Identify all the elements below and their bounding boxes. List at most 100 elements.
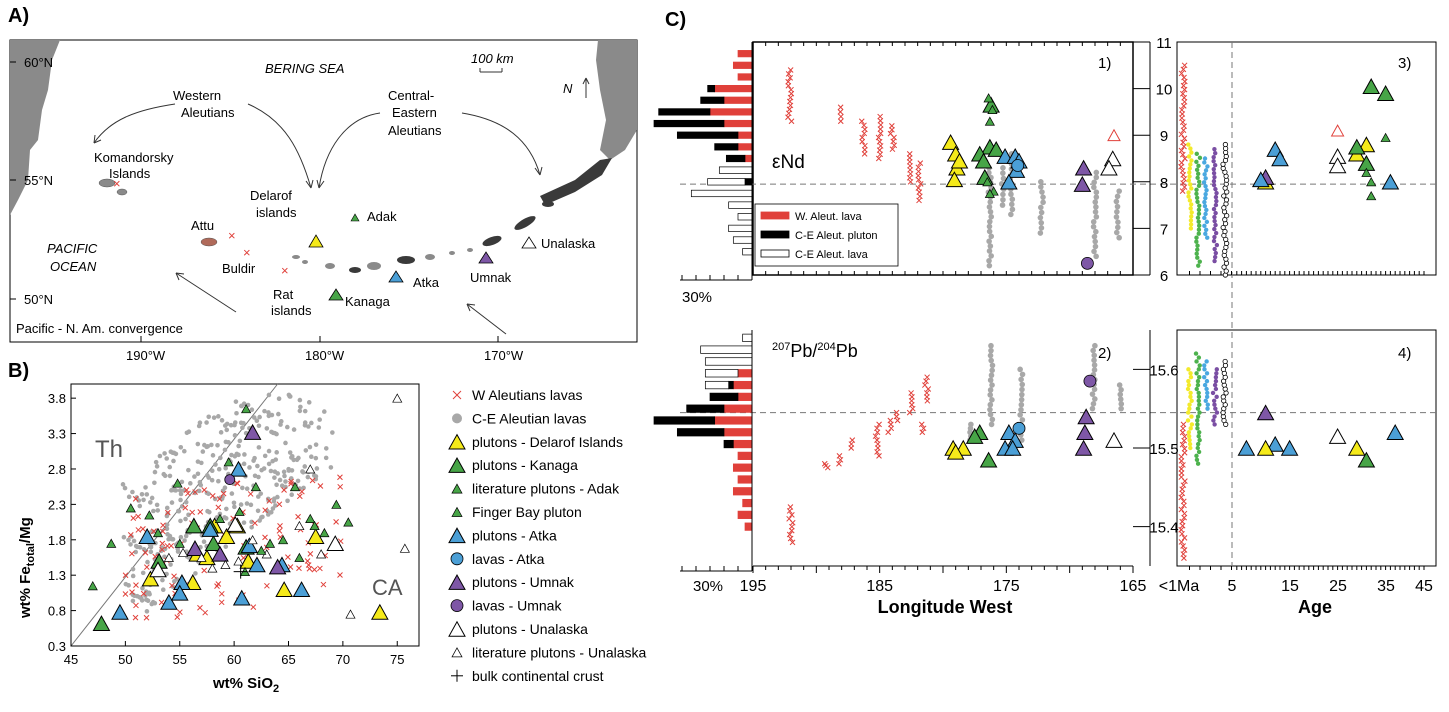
age-point <box>1205 164 1210 169</box>
ce-lava-point <box>988 421 995 428</box>
age-point <box>1196 179 1202 184</box>
ce-lava-point <box>251 415 257 420</box>
age-point <box>1188 182 1193 187</box>
unalaska-island <box>514 216 536 230</box>
region-label: Aleutians <box>388 123 442 138</box>
w-lava-point <box>785 71 792 77</box>
sample-triangle <box>983 93 994 103</box>
legend-c-label: C-E Aleut. lava <box>795 249 869 261</box>
ce-lava-point <box>328 465 334 470</box>
ce-lava-point <box>200 449 206 454</box>
w-lava-point <box>889 146 896 153</box>
hist-bar <box>723 119 753 128</box>
age-point <box>1204 371 1210 376</box>
x-tick-label: 55 <box>173 652 187 667</box>
hist-bar <box>704 380 730 390</box>
sample-triangle <box>172 478 183 488</box>
sample-triangle <box>152 527 164 538</box>
island <box>449 251 455 255</box>
age-point <box>1196 227 1202 232</box>
region-label: Eastern <box>392 105 437 120</box>
w-lava-point <box>1178 147 1185 154</box>
ce-lava-point <box>1038 209 1045 216</box>
place-label: Rat <box>273 287 294 302</box>
w-lava-point <box>337 474 343 481</box>
ce-lava-point <box>248 502 254 508</box>
ce-lava-point <box>274 450 279 455</box>
pb-ylabel: 207Pb/204Pb <box>772 341 858 361</box>
legend-item: plutons - Atka <box>448 527 557 543</box>
w-lava-point <box>877 113 884 120</box>
age-point <box>1187 174 1192 179</box>
ce-lava-point <box>1000 191 1006 198</box>
age-point <box>1203 191 1208 197</box>
age-point <box>1189 150 1194 155</box>
ce-lava-point <box>987 199 994 205</box>
hist-bar <box>653 119 725 128</box>
legend-label: plutons - Umnak <box>472 574 575 590</box>
ce-lava-point <box>986 223 993 230</box>
ce-lava-point <box>294 457 300 463</box>
age-point <box>1202 160 1207 165</box>
sample-triangle <box>1251 171 1270 188</box>
age-point <box>1194 453 1199 459</box>
w-lava-point <box>296 565 302 572</box>
ce-lava-point <box>1017 412 1023 418</box>
legend-item: plutons - Kanaga <box>448 456 578 473</box>
age-point <box>1194 159 1199 165</box>
map-arrows <box>93 68 590 335</box>
w-lava-point <box>1180 66 1187 73</box>
ce-lava-point <box>216 478 221 484</box>
ce-lava-point <box>1019 386 1025 393</box>
sample-triangle <box>1330 124 1345 137</box>
ce-lava-point <box>204 420 209 425</box>
w-lava-point <box>159 540 166 547</box>
ce-lava-point <box>186 467 191 473</box>
hist-bar <box>676 131 739 139</box>
age-point <box>1186 190 1191 195</box>
hist-bar <box>737 475 753 484</box>
w-lava-point <box>917 160 924 167</box>
ce-lava-point <box>177 488 183 493</box>
ce-lava-point <box>154 464 160 469</box>
age-point <box>1214 394 1219 400</box>
y-tick-label: 6 <box>1160 268 1168 285</box>
ce-lava-point <box>161 471 167 477</box>
hist-bar <box>737 73 753 81</box>
lat-label: 50°N <box>24 292 53 307</box>
ce-lava-point <box>242 452 247 457</box>
age-point <box>1211 154 1216 160</box>
sample-triangle <box>92 615 111 632</box>
ce-lava-point <box>1093 204 1099 210</box>
w-lava-point <box>285 554 291 560</box>
w-lava-point <box>143 614 150 621</box>
ce-lava-point <box>206 414 212 420</box>
age-point <box>1185 418 1191 423</box>
sample-triangle <box>217 528 236 544</box>
age-point <box>1188 394 1193 400</box>
ce-lava-point <box>211 415 217 420</box>
ce-lava-point <box>1090 223 1097 230</box>
w-lava-point <box>304 558 311 564</box>
ce-lava-point <box>241 461 247 467</box>
legend-item: lavas - Atka <box>450 551 545 567</box>
legend-item: literature plutons - Unalaska <box>451 644 647 660</box>
ce-lava-point <box>249 407 255 413</box>
w-lava-point <box>337 572 343 578</box>
sample-triangle <box>247 535 258 545</box>
age-point <box>1195 378 1201 384</box>
age-point <box>1188 375 1194 380</box>
age-point <box>1194 386 1199 392</box>
ce-lava-point <box>168 562 173 567</box>
ce-lava-point <box>199 460 204 466</box>
ce-lava-point <box>148 500 153 505</box>
ce-lava-point <box>1038 220 1045 226</box>
island <box>542 201 554 207</box>
ce-lava-point <box>169 536 175 542</box>
hist-bar <box>690 189 753 198</box>
sample-triangle <box>174 538 185 548</box>
sample-triangle <box>1003 439 1022 456</box>
ce-lava-point <box>987 387 994 393</box>
w-lava-point <box>169 582 175 589</box>
w-lava-point <box>218 590 225 597</box>
